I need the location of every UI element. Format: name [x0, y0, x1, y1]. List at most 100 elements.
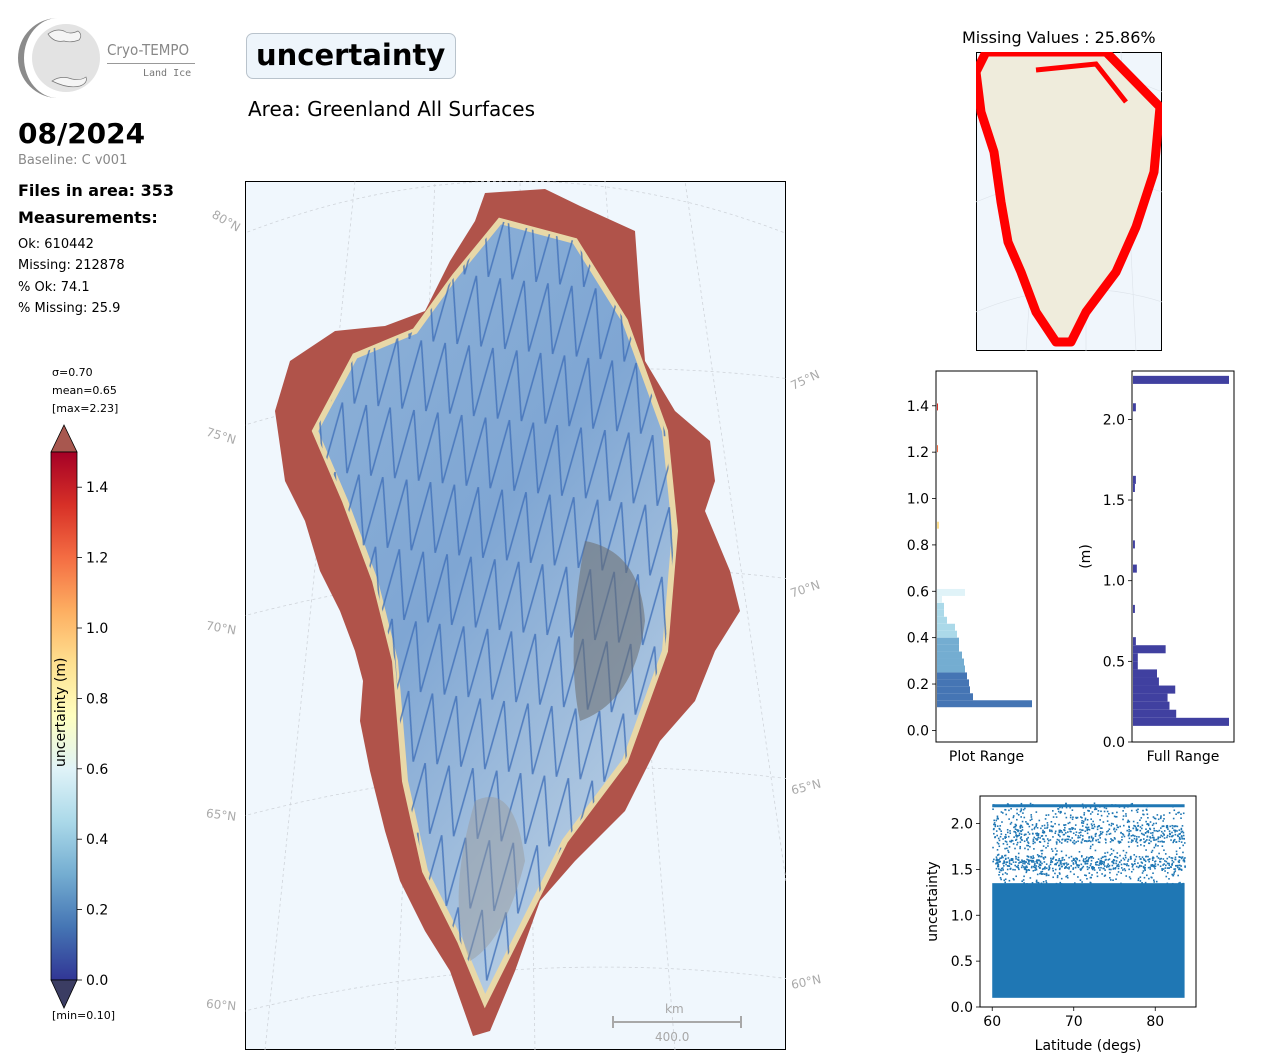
scatter-point: [1153, 881, 1156, 883]
scatter-point: [1050, 859, 1052, 862]
scatter-point: [997, 859, 999, 861]
scatter-point: [1007, 857, 1010, 859]
scatter-point: [1032, 838, 1035, 841]
scatter-point: [1127, 820, 1130, 822]
scatter-point: [1161, 840, 1163, 843]
scatter-point: [1099, 862, 1102, 865]
scatter-point: [1000, 830, 1002, 833]
scatter-point: [1131, 865, 1134, 868]
scatter-point: [1176, 864, 1178, 867]
scatter-point: [1009, 840, 1011, 843]
scatter-point: [1073, 839, 1076, 842]
scatter-point: [1124, 863, 1126, 866]
scatter-point: [1103, 810, 1106, 813]
scatter-point: [1019, 845, 1022, 848]
scatter-point: [1082, 838, 1084, 840]
scatter-point: [1111, 812, 1114, 815]
scatter-point: [1104, 874, 1107, 877]
scatter-point: [1093, 823, 1095, 826]
scatter-point: [1129, 877, 1132, 880]
scatter-point: [1122, 849, 1125, 852]
scatter-point: [1182, 844, 1184, 847]
scatter-point: [1090, 823, 1093, 825]
scatter-point: [1046, 838, 1049, 840]
scatter-point: [1035, 868, 1038, 871]
scatter-point: [1055, 859, 1057, 861]
scatter-point: [1016, 818, 1018, 821]
scatter-point: [1004, 833, 1007, 836]
scatter-point: [1154, 863, 1157, 865]
scatter-point: [1006, 831, 1009, 834]
scatter-point: [1151, 863, 1154, 866]
scatter-point: [1007, 851, 1010, 854]
scatter-point: [1133, 837, 1136, 840]
scatter-point: [1094, 807, 1097, 809]
scatter-point: [1002, 862, 1004, 865]
scatter-point: [1072, 857, 1075, 860]
scatter-point: [1035, 865, 1037, 867]
scatter-point: [1019, 847, 1021, 850]
scatter-point: [1005, 863, 1007, 866]
scatter-point: [1143, 866, 1145, 869]
scatter-point: [1159, 860, 1161, 863]
scatter-point: [1160, 827, 1162, 829]
scatter-point: [1173, 829, 1175, 832]
scatter-point: [1028, 861, 1030, 863]
histogram-ytick-label: 1.0: [1103, 574, 1125, 590]
scatter-point: [1041, 868, 1044, 870]
scatter-point: [1135, 840, 1137, 843]
scatter-point: [1095, 839, 1098, 842]
scatter-point: [1105, 839, 1107, 841]
scatter-point: [993, 858, 995, 861]
scatter-point: [1130, 870, 1133, 873]
scatter-point: [1076, 858, 1078, 861]
scatter-point: [1030, 816, 1033, 818]
scatter-point: [1059, 862, 1062, 864]
scatter-point: [1182, 831, 1185, 834]
scatter-point: [1097, 841, 1100, 843]
scatter-point: [1035, 825, 1037, 828]
scatter-point: [1148, 842, 1150, 845]
scatter-point: [1112, 868, 1115, 870]
scatter-point: [1064, 838, 1066, 841]
scatter-point: [1093, 802, 1096, 805]
histogram-bar: [1133, 661, 1138, 670]
histogram-bar: [1133, 540, 1135, 549]
scatter-point: [1169, 866, 1172, 868]
scatter-point: [993, 832, 995, 835]
scatter-point: [1058, 829, 1061, 832]
colorbar-tick-label: 0.0: [86, 973, 108, 989]
scatter-point: [1045, 874, 1048, 877]
scatter-point: [1173, 873, 1175, 875]
scatter-point: [1139, 829, 1142, 832]
scatter-point: [993, 823, 995, 826]
scatter-point: [996, 834, 998, 837]
scatter-point: [1183, 860, 1186, 863]
histogram-bar: [1133, 677, 1159, 686]
scatter-point: [1103, 855, 1106, 858]
scatter-point: [1147, 855, 1149, 858]
scatter-point: [996, 825, 999, 827]
histogram-bar: [1133, 564, 1137, 573]
scatter-point: [1153, 846, 1156, 849]
scatter-point: [1063, 859, 1066, 861]
scatter-point: [1165, 875, 1168, 878]
scatter-point: [1054, 830, 1057, 833]
scatter-point: [1154, 860, 1156, 863]
scatter-point: [1128, 825, 1130, 828]
scatter-point: [1131, 802, 1134, 805]
histogram-bar: [937, 679, 969, 687]
scatter-point: [1012, 815, 1015, 817]
scatter-point: [1027, 823, 1029, 826]
scatter-point: [1027, 856, 1030, 858]
scatter-point: [1109, 841, 1112, 843]
histogram-ytick-label: 0.2: [907, 677, 929, 693]
scatter-point: [1102, 821, 1105, 823]
scatter-point: [1014, 855, 1017, 858]
scatter-point: [1077, 836, 1079, 839]
scatter-point: [1020, 808, 1023, 810]
scatter-point: [1035, 838, 1037, 840]
scatter-point: [1004, 858, 1007, 861]
scatter-point: [1101, 873, 1103, 875]
scatter-point: [1034, 869, 1036, 871]
